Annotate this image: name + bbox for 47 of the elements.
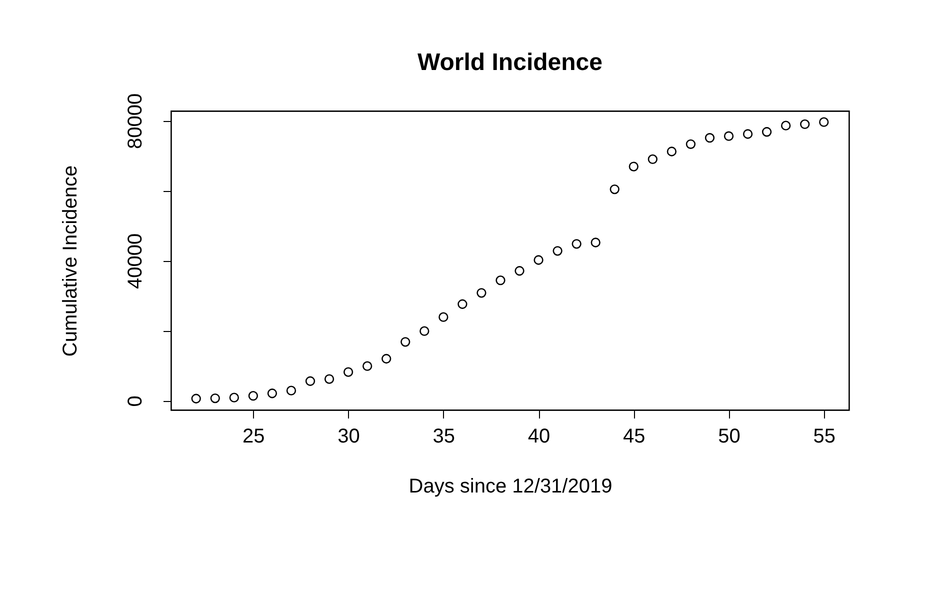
point — [400, 337, 410, 347]
x-tick-label: 35 — [432, 426, 456, 448]
point — [305, 376, 316, 386]
point — [382, 354, 392, 364]
point — [572, 239, 582, 249]
point — [476, 288, 486, 298]
point — [438, 312, 448, 322]
point — [267, 388, 278, 398]
point — [343, 367, 354, 377]
point — [819, 117, 829, 127]
point — [666, 146, 677, 156]
point — [686, 139, 696, 149]
y-axis-title: Cumulative Incidence — [60, 165, 82, 357]
x-tick-label: 55 — [813, 426, 836, 448]
x-tick-label: 40 — [528, 426, 550, 448]
point — [648, 154, 658, 164]
point — [286, 386, 296, 396]
point — [628, 162, 638, 172]
point — [704, 133, 715, 143]
point — [781, 120, 791, 130]
point — [248, 391, 258, 401]
point — [496, 275, 506, 286]
point — [610, 184, 620, 194]
point — [420, 326, 430, 336]
point — [534, 255, 544, 265]
point — [552, 246, 562, 256]
point — [590, 238, 600, 248]
x-axis-title: Days since 12/31/2019 — [408, 476, 612, 498]
y-tick-label: 40000 — [124, 233, 146, 290]
point — [762, 127, 772, 137]
point — [229, 392, 239, 402]
x-tick-label: 25 — [242, 426, 265, 448]
point — [514, 266, 524, 276]
x-tick-label: 50 — [718, 426, 740, 448]
point — [191, 394, 201, 404]
point — [458, 299, 468, 309]
point — [742, 129, 753, 139]
x-tick-label: 30 — [338, 426, 360, 448]
point — [210, 393, 220, 404]
point — [724, 131, 734, 141]
chart-title: World Incidence — [418, 48, 602, 76]
point — [362, 361, 372, 371]
point — [800, 119, 810, 130]
x-tick-label: 45 — [623, 426, 646, 448]
point — [324, 374, 334, 384]
y-tick-label: 0 — [124, 396, 146, 407]
y-tick-label: 80000 — [124, 93, 146, 150]
